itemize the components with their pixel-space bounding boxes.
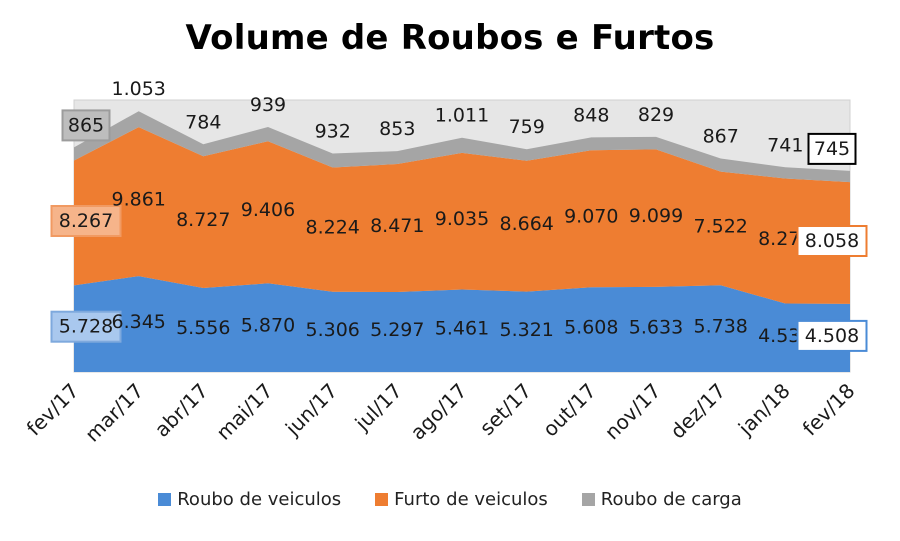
data-label-0-7: 5.321 xyxy=(499,319,553,341)
data-label-box-2-12 xyxy=(807,132,857,165)
legend-swatch-roubo-veiculos xyxy=(158,493,172,506)
data-label-0-9: 5.633 xyxy=(629,316,683,338)
x-tick-label-2: abr/17 xyxy=(150,379,213,442)
data-label-1-4: 8.224 xyxy=(305,217,359,239)
data-label-box-1-12 xyxy=(796,225,868,257)
data-label-2-4: 932 xyxy=(315,121,351,143)
data-label-1-10: 7.522 xyxy=(693,216,747,238)
x-tick-label-12: fev/18 xyxy=(798,379,860,441)
data-label-1-8: 9.070 xyxy=(564,206,618,228)
data-label-0-1: 6.345 xyxy=(111,311,165,333)
data-label-box-0-12 xyxy=(796,319,868,352)
x-tick-label-4: jun/17 xyxy=(280,379,342,441)
area-series-2 xyxy=(74,111,850,183)
data-label-box-0-0 xyxy=(50,310,122,343)
data-label-0-3: 5.870 xyxy=(241,315,295,337)
data-label-1-1: 9.861 xyxy=(111,189,165,211)
legend-swatch-roubo-carga xyxy=(581,493,595,506)
data-label-0-2: 5.556 xyxy=(176,317,230,339)
data-label-2-12: 745 xyxy=(814,138,850,160)
data-label-1-7: 8.664 xyxy=(499,213,553,235)
legend-item-furto-veiculos: Furto de veiculos xyxy=(375,489,548,510)
x-tick-label-1: mar/17 xyxy=(80,379,148,447)
data-label-2-6: 1.011 xyxy=(435,105,489,127)
x-tick-label-8: out/17 xyxy=(538,379,601,442)
data-label-2-7: 759 xyxy=(509,116,545,138)
chart-legend: Roubo de veiculos Furto de veiculos Roub… xyxy=(0,489,900,510)
data-label-2-0: 865 xyxy=(68,114,104,136)
legend-item-roubo-carga: Roubo de carga xyxy=(581,489,742,510)
data-label-1-12: 8.058 xyxy=(805,230,859,252)
legend-swatch-furto-veiculos xyxy=(375,493,389,506)
data-label-box-1-0 xyxy=(50,205,122,237)
x-tick-label-10: dez/17 xyxy=(665,379,730,444)
x-tick-label-3: mai/17 xyxy=(211,379,277,445)
legend-label-roubo-carga: Roubo de carga xyxy=(600,489,742,510)
data-label-1-5: 8.471 xyxy=(370,215,424,237)
area-series-0 xyxy=(74,276,850,372)
chart-title: Volume de Roubos e Furtos xyxy=(185,18,715,58)
x-tick-label-6: ago/17 xyxy=(406,379,472,445)
legend-label-furto-veiculos: Furto de veiculos xyxy=(394,489,548,510)
data-label-1-9: 9.099 xyxy=(629,205,683,227)
data-label-2-3: 939 xyxy=(250,94,286,116)
data-label-2-2: 784 xyxy=(185,111,221,133)
data-label-0-4: 5.306 xyxy=(305,319,359,341)
data-label-0-6: 5.461 xyxy=(435,318,489,340)
x-tick-label-0: fev/17 xyxy=(22,379,84,441)
x-tick-label-9: nov/17 xyxy=(600,379,666,445)
data-label-2-8: 848 xyxy=(573,104,609,126)
data-label-1-0: 8.267 xyxy=(59,210,113,232)
data-label-2-10: 867 xyxy=(703,126,739,148)
x-tick-label-7: set/17 xyxy=(475,379,536,440)
data-label-1-2: 8.727 xyxy=(176,209,230,231)
area-series-1 xyxy=(74,127,850,304)
legend-item-roubo-veiculos: Roubo de veiculos xyxy=(158,489,341,510)
data-label-0-8: 5.608 xyxy=(564,317,618,339)
data-label-2-11: 741 xyxy=(767,134,803,156)
data-label-box-2-0 xyxy=(61,109,111,142)
legend-label-roubo-veiculos: Roubo de veiculos xyxy=(177,489,342,510)
x-tick-label-5: jul/17 xyxy=(350,379,407,436)
data-label-0-0: 5.728 xyxy=(59,316,113,338)
data-label-2-5: 853 xyxy=(379,118,415,140)
x-tick-label-11: jan/18 xyxy=(733,379,795,441)
data-label-2-9: 829 xyxy=(638,104,674,126)
data-label-0-5: 5.297 xyxy=(370,319,424,341)
data-label-2-1: 1.053 xyxy=(111,78,165,100)
data-label-1-3: 9.406 xyxy=(241,199,295,221)
data-label-1-6: 9.035 xyxy=(435,208,489,230)
data-label-0-10: 5.738 xyxy=(693,316,747,338)
data-label-0-12: 4.508 xyxy=(805,325,859,347)
